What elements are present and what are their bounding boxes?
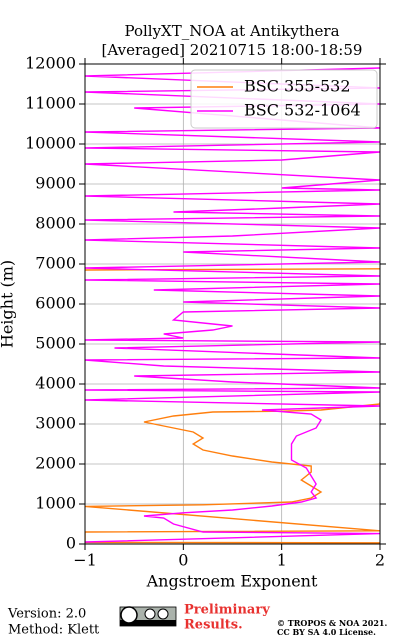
legend-label: BSC 532-1064 [244,101,361,120]
copyright: © TROPOS & NOA 2021. [277,618,387,628]
cc-logo [119,606,177,627]
profile-line [85,67,380,543]
chart-subtitle: [Averaged] 20210715 18:00-18:59 [102,41,363,59]
chart-title: PollyXT_NOA at Antikythera [124,22,339,40]
y-tick-label: 5000 [35,334,76,353]
legend-box [190,69,378,129]
method: Method: Klett [8,623,100,638]
x-tick-label: 0 [178,551,188,570]
y-tick-label: 1000 [35,494,76,513]
preliminary-label: Results. [184,618,243,633]
y-tick-label: 7000 [35,254,76,273]
legend: BSC 355-532 BSC 532-1064 [190,69,378,129]
x-tick-label: 1 [277,551,287,570]
x-tick-label: −1 [73,551,97,570]
legend-label: BSC 355-532 [244,77,351,96]
y-tick-label: 3000 [35,414,76,433]
y-axis-label: Height (m) [0,260,17,348]
y-tick-label: 6000 [35,294,76,313]
preliminary-label: Preliminary [184,603,270,618]
license: CC BY SA 4.0 License. [277,627,376,637]
plot-lines [85,67,380,544]
x-tick-label: 2 [375,551,385,570]
y-tick-label: 0 [66,534,76,553]
y-tick-label: 9000 [35,174,76,193]
y-tick-label: 11000 [25,94,76,113]
y-tick-label: 4000 [35,374,76,393]
y-tick-label: 2000 [35,454,76,473]
y-tick-label: 8000 [35,214,76,233]
y-tick-label: 10000 [25,134,76,153]
x-axis-label: Angstroem Exponent [146,572,318,591]
version: Version: 2.0 [7,607,86,622]
y-tick-label: 12000 [25,54,76,73]
